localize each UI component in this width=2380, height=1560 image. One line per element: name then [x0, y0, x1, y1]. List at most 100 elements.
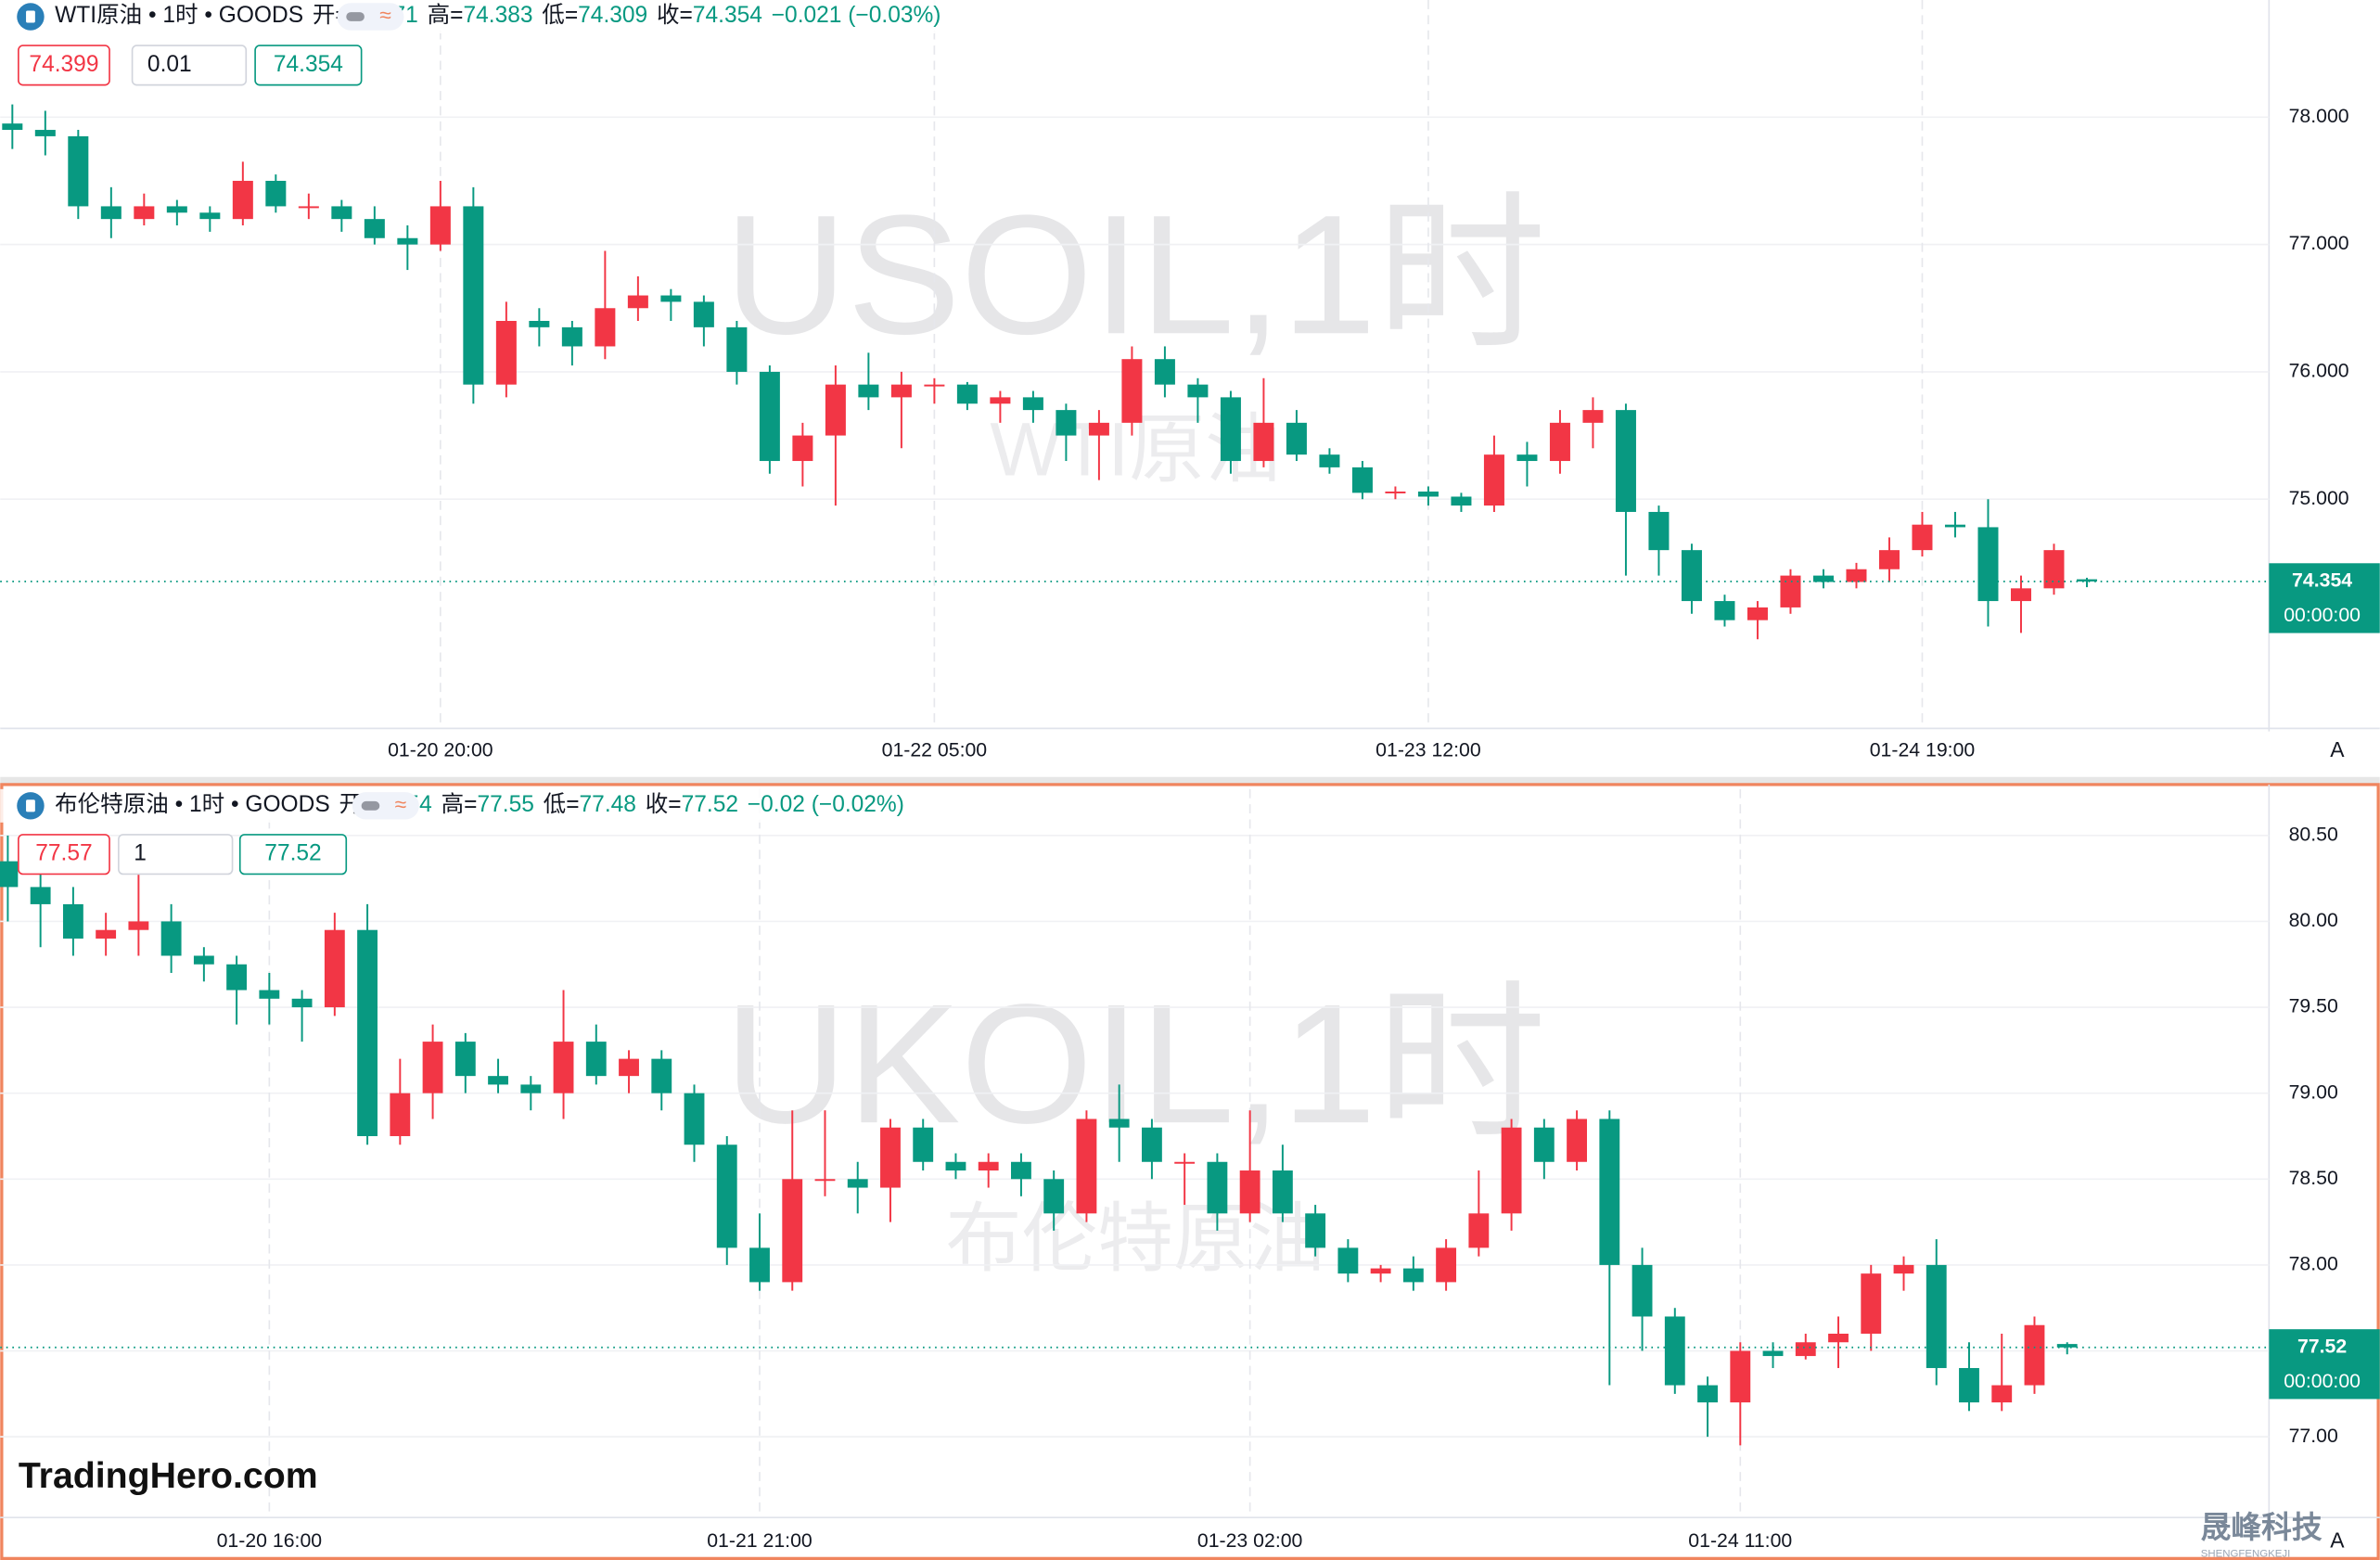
x-tick-label: 01-24 19:00 [1870, 739, 1976, 761]
symbol-icon-inner [26, 10, 35, 23]
candle-body [880, 1127, 901, 1188]
candle-body [1272, 1170, 1293, 1214]
candle-body [166, 206, 187, 213]
last-price-box [2269, 1329, 2380, 1400]
eye-icon [361, 800, 380, 811]
candle-body [1451, 496, 1472, 506]
y-tick-label: 78.00 [2289, 1253, 2338, 1275]
candle-body [1944, 524, 1965, 528]
symbol-icon-inner [26, 799, 35, 812]
ohlc-label: 高= [428, 2, 464, 28]
brand: 晟峰科技 [2201, 1510, 2322, 1544]
order-qty-box[interactable] [131, 45, 248, 86]
candle-body [298, 206, 319, 209]
candle-body [1780, 575, 1801, 607]
candle-body [1043, 1179, 1065, 1214]
candle-body [1991, 1385, 2013, 1403]
y-tick-label: 79.50 [2289, 995, 2338, 1017]
order-qty-box[interactable] [118, 834, 234, 876]
candle-body [1402, 1268, 1424, 1283]
order-buy[interactable]: 74.354 [274, 52, 343, 77]
candle-body [978, 1161, 999, 1171]
candle-body [1056, 410, 1077, 436]
candle-body [1762, 1350, 1784, 1357]
symbol: 布伦特原油 • 1时 • GOODS [55, 791, 330, 817]
active-pane-border [0, 783, 2380, 1560]
y-tick-label: 80.50 [2289, 823, 2338, 845]
candle-body [96, 929, 117, 939]
candle-body [1912, 524, 1933, 551]
candle-body [1516, 454, 1538, 462]
candle-body [585, 1042, 607, 1077]
candle-body [1697, 1385, 1718, 1403]
candle-body [1549, 422, 1570, 462]
candle-body [595, 308, 616, 347]
order-buy-box[interactable] [238, 834, 348, 876]
y-tick-label: 80.00 [2289, 909, 2338, 931]
candle-body [1239, 1170, 1260, 1214]
candle-body [945, 1161, 966, 1171]
order-buy-box[interactable] [254, 45, 363, 86]
candle-body [2024, 1324, 2045, 1386]
candle-body [792, 435, 813, 462]
candle-body [1631, 1264, 1653, 1317]
candle-body [1385, 491, 1406, 493]
order-sell-box[interactable] [18, 834, 110, 876]
candle-body [422, 1042, 443, 1093]
y-tick-label: 77.00 [2289, 1425, 2338, 1447]
candle-body [390, 1093, 411, 1136]
candle-body [2, 123, 23, 131]
candle-body [1121, 359, 1143, 423]
x-tick-label: 01-22 05:00 [882, 739, 988, 761]
candle-body [259, 990, 280, 999]
order-sell[interactable]: 77.57 [35, 841, 92, 866]
ohlc-label: 收= [646, 791, 682, 817]
candle-body [199, 212, 221, 220]
candle-body [529, 321, 550, 327]
candle-body [1088, 422, 1109, 436]
candle-body [1141, 1127, 1162, 1162]
ohlc-label: 低= [542, 2, 578, 28]
scale-mode-button[interactable]: A [2330, 737, 2345, 761]
order-sell[interactable]: 74.399 [29, 52, 98, 77]
candle-body [429, 206, 451, 245]
ohlc-value: 77.55 [477, 792, 533, 817]
x-tick-label: 01-21 21:00 [707, 1529, 813, 1552]
candle-body [1599, 1119, 1620, 1265]
order-qty[interactable]: 1 [134, 841, 147, 866]
order-buy[interactable]: 77.52 [264, 841, 321, 866]
candle-body [488, 1076, 508, 1085]
candle-body [913, 1127, 934, 1162]
candle-body [1730, 1350, 1751, 1403]
watermark-sub: 布伦特原油 [946, 1196, 1325, 1281]
candle-body [30, 887, 51, 904]
visibility-badge [337, 3, 404, 31]
candle-body [1681, 550, 1702, 602]
x-tick-label: 01-20 16:00 [217, 1529, 323, 1552]
candle-body [520, 1084, 542, 1093]
candle-body [858, 384, 879, 398]
scale-mode-button[interactable]: A [2330, 1528, 2345, 1552]
candle-body [814, 1179, 836, 1182]
order-qty[interactable]: 0.01 [147, 52, 192, 77]
ohlc-value: 77.52 [682, 792, 738, 817]
approx-icon: ≈ [379, 3, 391, 27]
candle-body [1207, 1161, 1228, 1214]
order-sell-box[interactable] [18, 45, 110, 86]
visibility-badge [352, 792, 419, 820]
candle-body [726, 326, 748, 372]
candle-body [1154, 359, 1175, 385]
candle-body [357, 929, 378, 1136]
ohlc-label: 收= [657, 2, 693, 28]
candle-body [693, 301, 714, 327]
last-price-box [2269, 563, 2380, 633]
candle-body [1011, 1161, 1031, 1180]
candle-body [1812, 575, 1834, 582]
candle-body [1351, 467, 1373, 493]
candle-body [1483, 454, 1504, 506]
header-bg [0, 788, 1124, 823]
ohlc-label: 低= [544, 791, 580, 817]
candle-body [1926, 1264, 1947, 1369]
